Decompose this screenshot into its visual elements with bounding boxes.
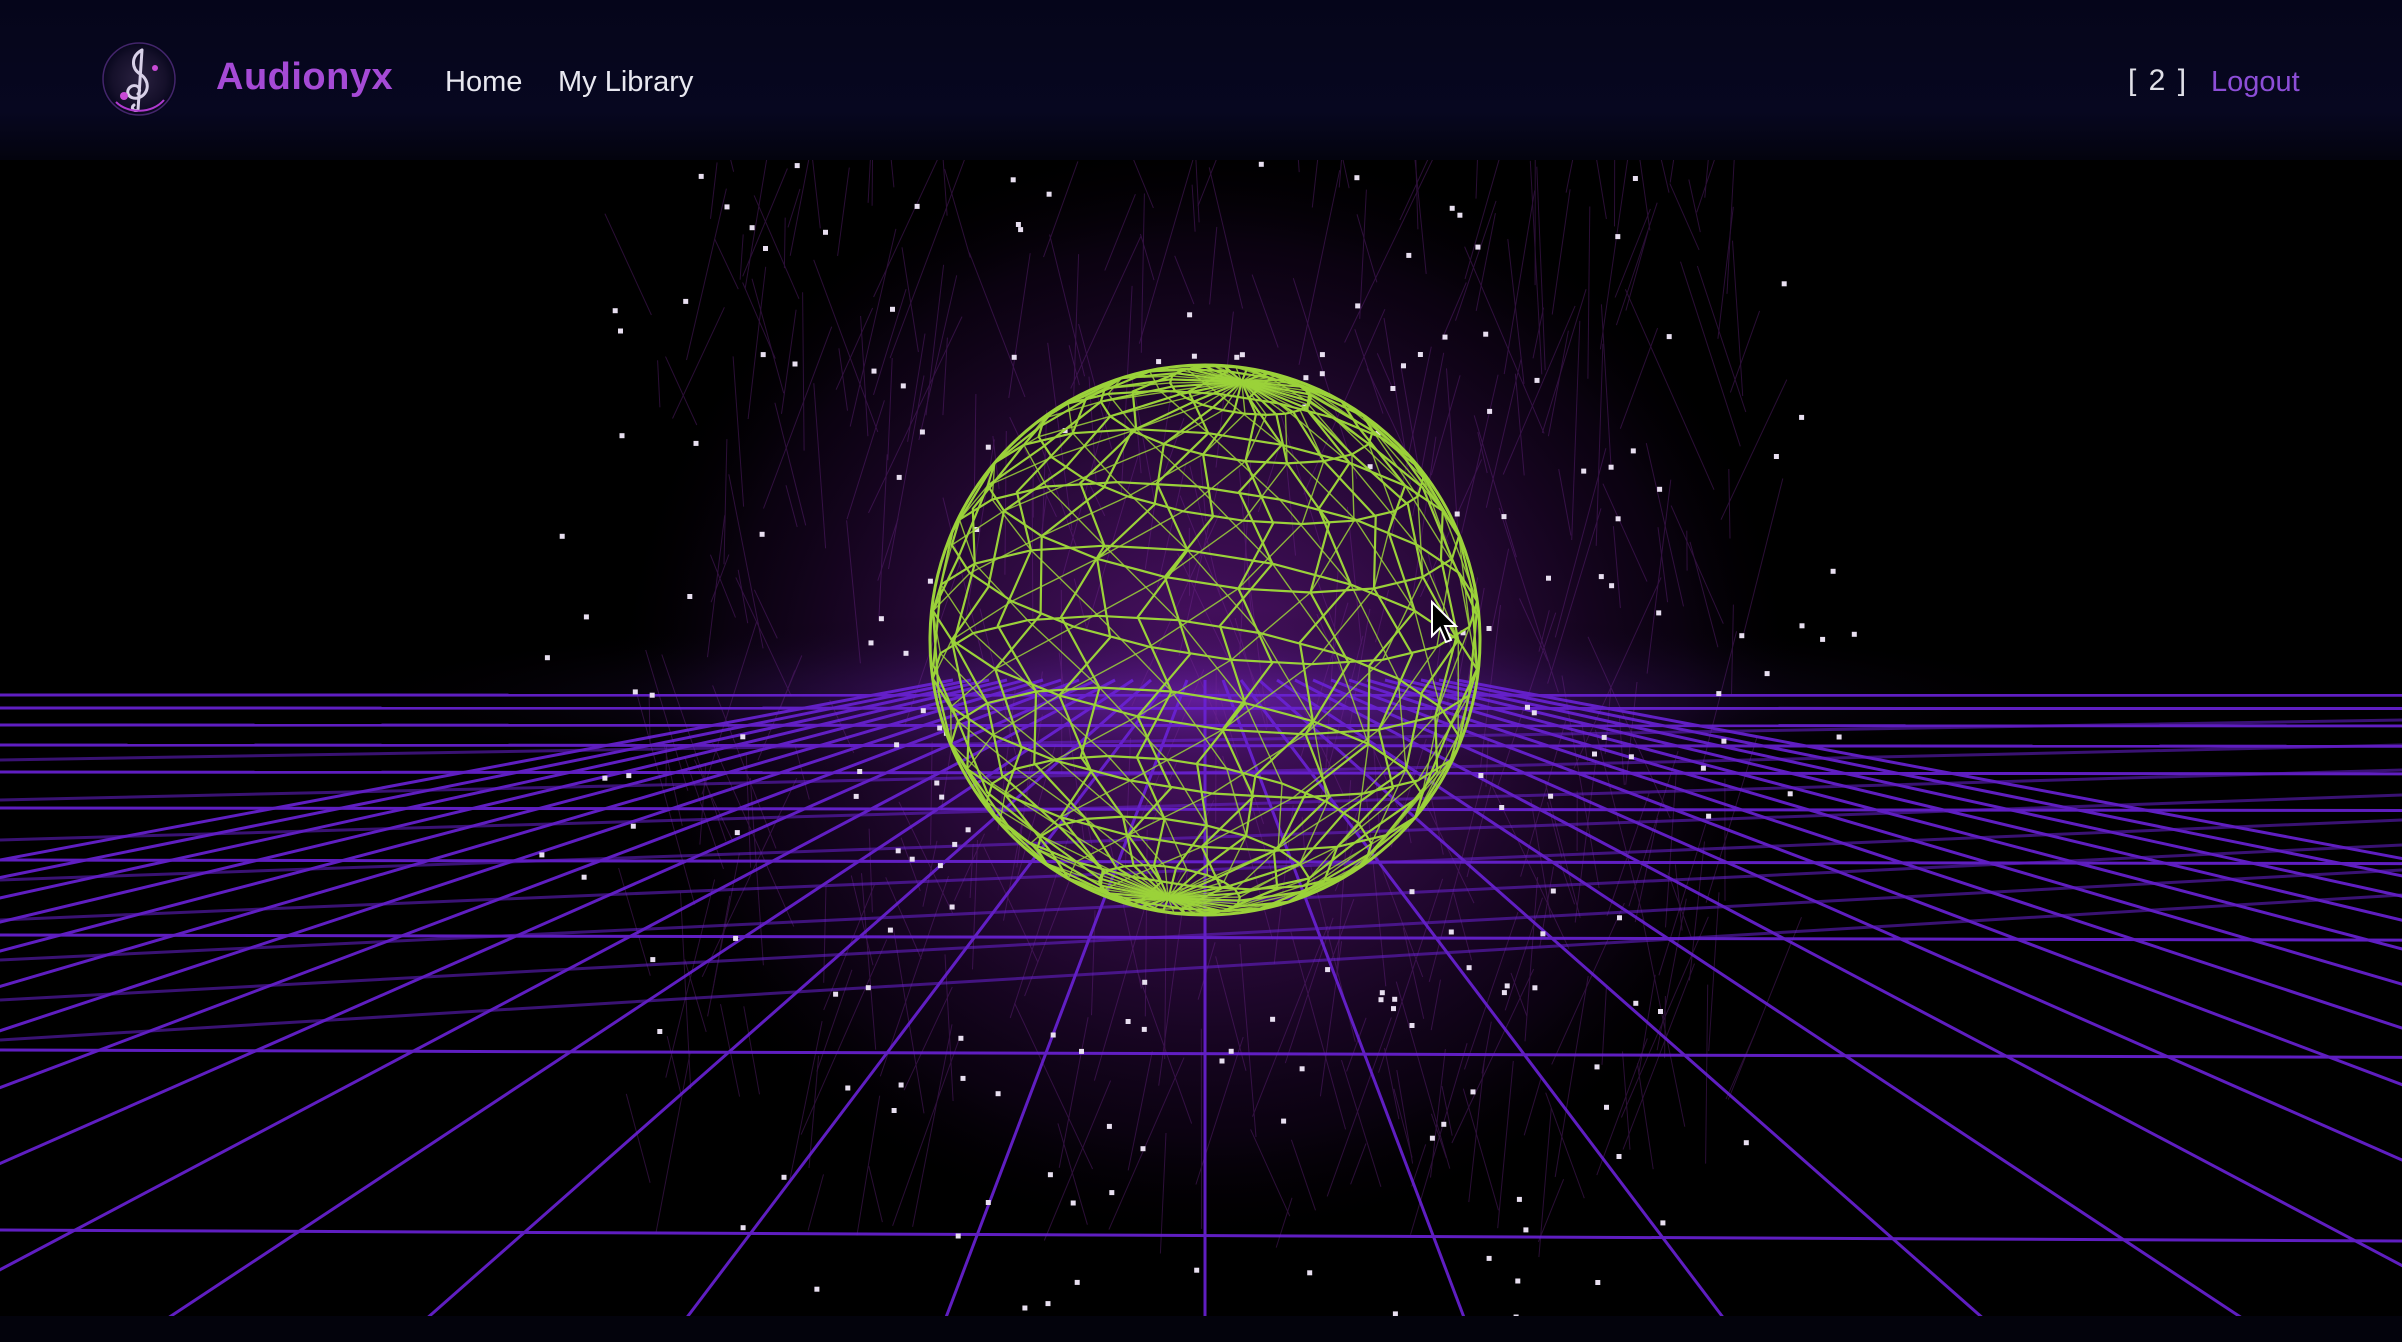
wireframe-geodesic-sphere (928, 363, 1482, 917)
audio-visualizer-canvas[interactable] (0, 160, 2402, 1342)
perspective-floor-grid (0, 678, 2402, 1322)
brand-title[interactable]: Audionyx (216, 56, 394, 98)
bottom-edge (0, 1316, 2402, 1342)
mouse-pointer-icon (1431, 599, 1459, 644)
nav-home-link[interactable]: Home (445, 66, 523, 98)
treble-clef-logo-icon[interactable] (98, 38, 180, 120)
logout-link[interactable]: Logout (2211, 66, 2300, 98)
nav-my-library-link[interactable]: My Library (558, 66, 694, 98)
floating-particles (539, 161, 1857, 1320)
notification-counter: [ 2 ] (2128, 64, 2189, 97)
top-navbar: Audionyx Home My Library [ 2 ] Logout (0, 0, 2402, 160)
